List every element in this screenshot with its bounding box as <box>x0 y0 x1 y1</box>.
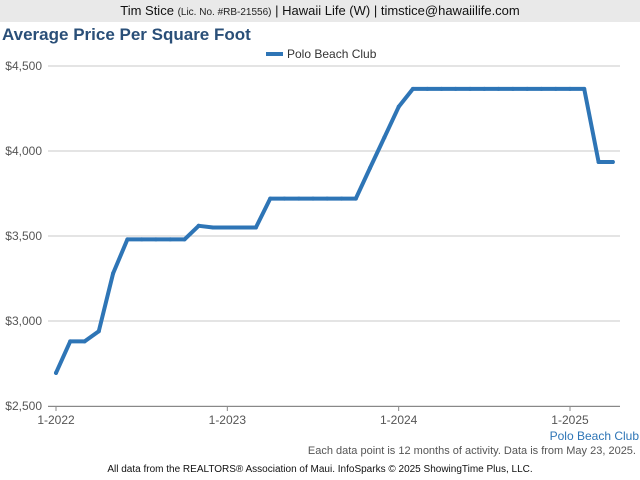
data-point <box>339 196 344 201</box>
data-point <box>496 86 501 91</box>
data-point <box>610 160 615 164</box>
data-point <box>482 86 487 91</box>
data-point <box>368 166 372 170</box>
y-tick-label: $3,000 <box>5 314 42 328</box>
data-point <box>253 225 258 230</box>
x-tick-label: 1-2022 <box>37 413 75 427</box>
data-point <box>68 339 73 344</box>
data-point <box>282 196 287 201</box>
data-point <box>596 160 601 164</box>
axes: $2,500 $3,000 $3,500 $4,000 $4,500 1-2022 1-20… <box>5 59 620 427</box>
data-point <box>453 86 458 91</box>
data-point <box>439 86 444 91</box>
y-tick-label: $4,500 <box>5 59 42 73</box>
y-tick-label: $3,500 <box>5 229 42 243</box>
data-point <box>382 135 387 140</box>
data-point <box>54 370 58 375</box>
data-point <box>410 86 415 91</box>
source-credit: All data from the REALTORS® Association … <box>107 464 533 475</box>
data-point <box>525 86 530 91</box>
y-tick-label: $4,000 <box>5 144 42 158</box>
agent-name: Tim Stice <box>120 3 174 18</box>
data-note: Each data point is 12 months of activity… <box>307 445 636 457</box>
data-point <box>239 225 244 230</box>
data-point <box>396 104 401 109</box>
data-point <box>168 237 173 242</box>
data-point <box>539 86 544 91</box>
data-point <box>225 225 230 230</box>
data-point <box>182 237 187 242</box>
data-point <box>196 223 201 228</box>
data-point <box>296 196 301 201</box>
data-point <box>425 86 430 91</box>
data-point <box>153 237 158 242</box>
data-point <box>311 196 315 201</box>
company-contact: | Hawaii Life (W) | timstice@hawaiilife.… <box>275 3 520 18</box>
data-point <box>325 196 330 201</box>
data-point <box>510 86 515 91</box>
legend[interactable]: Polo Beach Club <box>266 47 377 61</box>
data-point <box>582 86 587 91</box>
data-point <box>139 237 144 242</box>
agent-header-bar: Tim Stice (Lic. No. #RB-21556) | Hawaii … <box>0 0 640 22</box>
data-point <box>568 86 572 91</box>
data-point <box>268 196 273 201</box>
y-tick-label: $2,500 <box>5 399 42 413</box>
data-point <box>468 86 473 91</box>
data-point <box>125 237 130 242</box>
series-line-polo-beach-club <box>54 86 615 375</box>
chart-title: Average Price Per Square Foot <box>2 25 251 44</box>
data-point <box>211 225 216 230</box>
x-tick-label: 1-2023 <box>209 413 247 427</box>
license-number: (Lic. No. #RB-21556) <box>177 7 272 18</box>
x-tick-label: 1-2024 <box>380 413 418 427</box>
legend-label: Polo Beach Club <box>287 47 377 61</box>
data-point <box>353 196 358 201</box>
data-point <box>111 271 116 276</box>
data-point <box>553 86 558 91</box>
data-point <box>96 329 101 334</box>
data-point <box>82 339 87 344</box>
x-axis-series-label: Polo Beach Club <box>550 429 640 443</box>
gridlines <box>48 65 620 407</box>
series-layer <box>54 86 615 375</box>
x-tick-label: 1-2025 <box>551 413 589 427</box>
